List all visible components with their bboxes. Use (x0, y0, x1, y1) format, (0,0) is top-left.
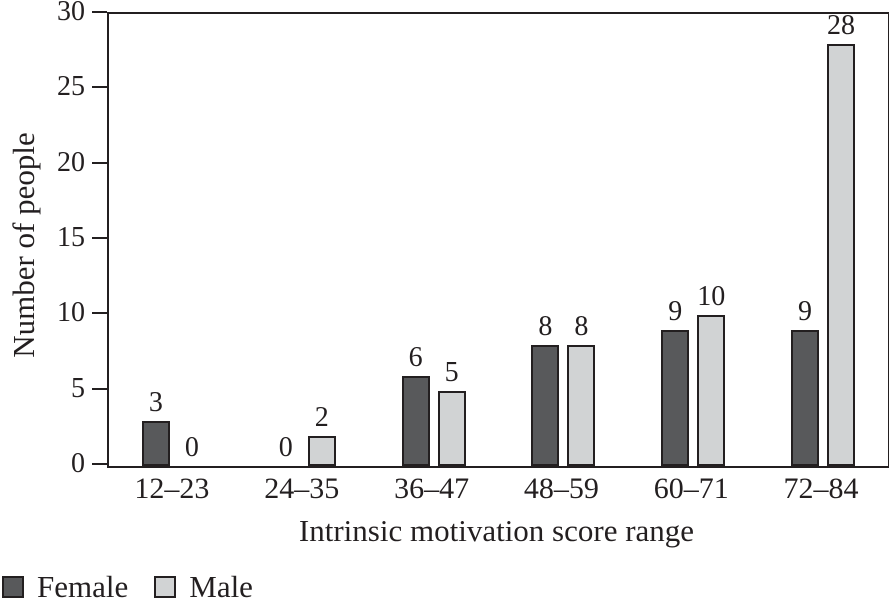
bar-slot-female: 9 (661, 296, 690, 466)
x-tick-label: 12–23 (134, 472, 210, 505)
x-tick-label: 72–84 (783, 472, 859, 505)
y-tick (92, 86, 107, 89)
male-bar (307, 436, 336, 466)
bar-value-label: 9 (798, 296, 813, 327)
bar-value-label: 2 (314, 402, 329, 433)
female-bar (141, 421, 170, 466)
male-bar (437, 391, 466, 466)
y-tick-label: 20 (57, 146, 85, 178)
bar-value-label: 10 (697, 281, 726, 312)
legend-item-female: Female (2, 570, 128, 603)
bar-value-label: 9 (668, 296, 683, 327)
legend-swatch-female (2, 576, 24, 598)
bar-slot-male: 2 (307, 402, 336, 466)
bar-value-label: 8 (574, 311, 589, 342)
y-tick (92, 11, 107, 13)
bar-slot-female: 9 (791, 296, 820, 466)
bar-slot-male: 10 (697, 281, 726, 466)
bar-slot-male: 8 (567, 311, 596, 466)
bar-value-label: 3 (148, 387, 163, 418)
x-tick-label: 24–35 (264, 472, 340, 505)
bar-value-label: 8 (538, 311, 553, 342)
y-tick (92, 237, 107, 239)
y-tick (92, 463, 107, 465)
female-bar (661, 330, 690, 466)
bar-slot-female: 6 (401, 342, 430, 466)
bar-slot-female: 3 (141, 387, 170, 466)
x-tick-label: 36–47 (394, 472, 470, 505)
legend-swatch-male (154, 576, 177, 598)
y-tick-label: 10 (57, 297, 85, 329)
female-bar (791, 330, 820, 466)
legend-item-male: Male (154, 570, 253, 603)
legend: Female Male (2, 570, 253, 603)
plot-area: 3 0 0 2 6 5 8 8 9 10 9 28 (107, 12, 889, 468)
male-bar (827, 44, 856, 466)
bar-slot-female: 0 (272, 434, 300, 466)
bar-value-label: 6 (408, 342, 423, 373)
y-tick (92, 387, 107, 390)
y-tick-label: 15 (57, 222, 85, 253)
x-tick-label: 48–59 (523, 472, 599, 505)
x-tick-label: 60–71 (653, 472, 729, 505)
bar-value-label: 5 (444, 357, 459, 388)
legend-label: Male (189, 569, 253, 603)
y-tick-label: 30 (57, 0, 85, 27)
y-tick (92, 312, 107, 315)
female-bar (401, 376, 430, 466)
bar-value-label: 28 (827, 10, 856, 41)
legend-label: Female (37, 569, 129, 603)
x-axis-title: Intrinsic motivation score range (298, 513, 695, 548)
bar-slot-female: 8 (531, 311, 560, 466)
male-bar (697, 315, 726, 466)
bar-value-label: 0 (278, 432, 293, 463)
bar-slot-male: 0 (178, 434, 206, 466)
y-tick-label: 25 (57, 71, 85, 103)
bar-value-label: 0 (184, 432, 199, 463)
y-tick-label: 5 (71, 372, 85, 404)
bar-group: 9 10 (628, 14, 758, 466)
y-tick (92, 161, 107, 164)
y-tick-label: 0 (71, 448, 85, 479)
x-axis-tick-labels: 12–23 24–35 36–47 48–59 60–71 72–84 (107, 470, 886, 508)
female-bar (531, 345, 560, 466)
bar-group: 9 28 (758, 10, 888, 466)
bar-slot-male: 5 (437, 357, 466, 466)
male-bar (567, 345, 596, 466)
bar-slot-male: 28 (827, 10, 856, 466)
